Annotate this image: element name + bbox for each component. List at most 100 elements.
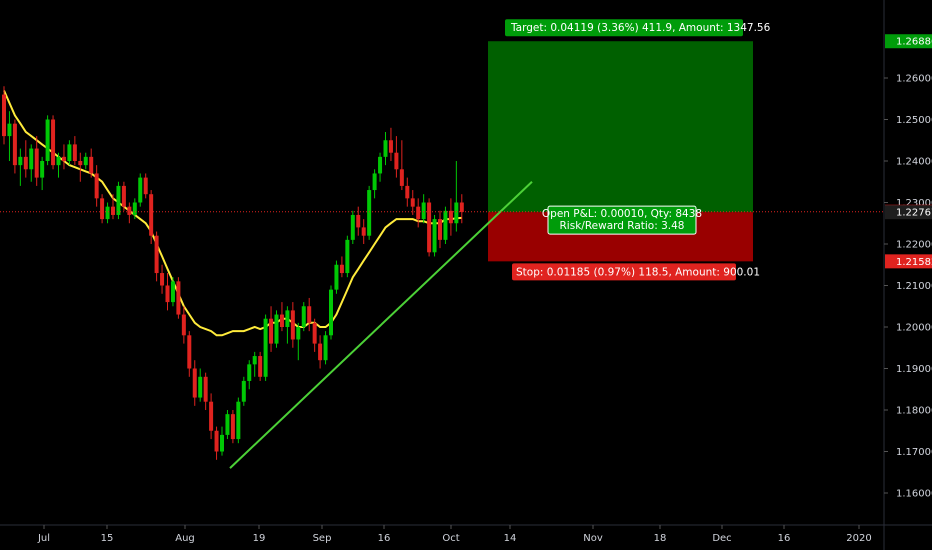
candle-body xyxy=(94,173,99,199)
candle-body xyxy=(416,206,421,220)
candle xyxy=(279,302,284,332)
price-tick-label: 1.19000 xyxy=(896,364,932,375)
candle-body xyxy=(127,206,132,215)
candle xyxy=(367,185,372,240)
candle-body xyxy=(318,343,323,361)
candle xyxy=(78,152,83,182)
candle-body xyxy=(121,185,126,207)
candle-body xyxy=(410,198,415,207)
candle xyxy=(361,219,366,244)
candle xyxy=(192,360,197,406)
time-tick-label: Jul xyxy=(37,533,50,544)
candle-body xyxy=(160,273,165,286)
pnl-label-bg xyxy=(547,205,697,235)
candle xyxy=(263,314,268,381)
price-tick-label: 1.24000 xyxy=(896,157,932,168)
candle-body xyxy=(165,285,170,303)
candle-body xyxy=(23,156,28,170)
candle-body xyxy=(78,161,83,166)
candle xyxy=(111,194,115,220)
candle xyxy=(225,410,230,440)
candle-body xyxy=(220,434,224,452)
candle xyxy=(230,410,235,444)
candle xyxy=(443,206,448,244)
candle xyxy=(432,214,437,257)
candle-body xyxy=(149,194,154,236)
candle xyxy=(154,231,159,282)
candle xyxy=(388,127,393,161)
candle xyxy=(138,173,143,207)
candle-body xyxy=(143,177,148,195)
candle-body xyxy=(443,210,448,240)
candle-body xyxy=(56,156,61,166)
candle-body xyxy=(296,327,301,340)
target-zone[interactable] xyxy=(488,41,753,213)
candle xyxy=(176,277,181,319)
candle xyxy=(203,372,208,410)
candle-body xyxy=(258,356,263,377)
candle xyxy=(23,140,28,178)
candle xyxy=(45,115,50,166)
candle xyxy=(187,331,192,377)
candle xyxy=(143,173,148,199)
target-label[interactable]: Target: 0.04119 (3.36%) 411.9, Amount: 1… xyxy=(505,19,771,37)
candle-body xyxy=(247,364,252,381)
candle xyxy=(160,264,165,294)
candle xyxy=(40,156,45,191)
target-label-bg xyxy=(505,19,743,37)
candle-body xyxy=(290,310,295,340)
candle xyxy=(274,310,279,348)
candle-body xyxy=(399,169,404,186)
candle xyxy=(372,169,377,199)
price-tag-text: 1.22767 xyxy=(896,208,932,219)
stop-label[interactable]: Stop: 0.01185 (0.97%) 118.5, Amount: 900… xyxy=(512,263,760,281)
candle xyxy=(18,148,23,186)
time-tick-label: Nov xyxy=(583,533,603,544)
candle xyxy=(51,115,56,170)
time-tick-label: 18 xyxy=(654,533,667,544)
price-tag-bg xyxy=(885,205,932,220)
time-tick-label: 16 xyxy=(378,533,391,544)
candle-body xyxy=(181,314,186,336)
pnl-label[interactable]: Open P&L: 0.00010, Qty: 8438Risk/Reward … xyxy=(542,205,702,235)
candle-body xyxy=(198,376,203,398)
candle-body xyxy=(339,264,344,274)
candle-body xyxy=(111,206,115,215)
candle xyxy=(427,198,432,257)
candle xyxy=(307,297,312,332)
candle-body xyxy=(192,368,197,398)
candle xyxy=(149,190,154,244)
candle-body xyxy=(252,356,257,365)
candle xyxy=(258,351,263,381)
candle-body xyxy=(2,94,6,137)
candle-body xyxy=(34,148,39,178)
candle-body xyxy=(51,119,56,166)
candle xyxy=(56,152,61,178)
price-axis[interactable]: 1.26000 1.25000 1.24000 1.23000 1.22000 1.210… xyxy=(883,0,932,550)
candle xyxy=(339,256,344,278)
candle-body xyxy=(383,140,388,157)
candle-body xyxy=(361,227,366,236)
candle-body xyxy=(132,202,137,215)
time-axis[interactable]: Jul 15 Aug 19 Sep 16 Oct 14 Nov 18 Dec 16 2020 xyxy=(0,524,932,544)
price-tag-text: 1.21582 xyxy=(896,257,932,268)
candle-body xyxy=(170,281,175,303)
candle xyxy=(241,376,246,406)
candle xyxy=(132,198,137,220)
candle xyxy=(312,318,317,352)
price-tick-label: 1.21000 xyxy=(896,281,932,292)
trendline[interactable] xyxy=(229,181,533,469)
candle xyxy=(127,202,132,224)
price-tag-text: 1.26886 xyxy=(896,37,932,48)
candle-body xyxy=(176,281,181,315)
candle xyxy=(459,194,464,224)
rr-text: Risk/Reward Ratio: 3.48 xyxy=(560,220,685,232)
candle xyxy=(323,331,328,365)
pnl-text: Open P&L: 0.00010, Qty: 8438 xyxy=(542,208,702,220)
candle xyxy=(416,198,421,228)
candle-body xyxy=(334,264,339,290)
candle-body xyxy=(100,198,105,220)
candle-body xyxy=(448,210,453,224)
